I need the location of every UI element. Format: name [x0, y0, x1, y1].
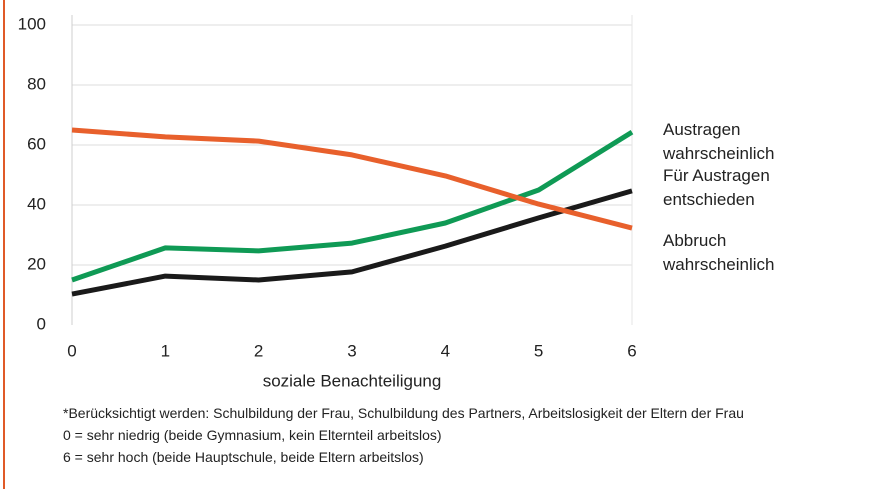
x-tick-label: 3: [347, 341, 356, 360]
y-tick-label: 80: [27, 74, 46, 93]
x-tick-label: 4: [441, 341, 450, 360]
footnote: 0 = sehr niedrig (beide Gymnasium, kein …: [63, 427, 442, 443]
x-tick-label: 2: [254, 341, 263, 360]
legend-label: Austragen wahrscheinlich: [663, 120, 775, 164]
y-tick-label: 40: [27, 194, 46, 213]
series-line: [71, 129, 634, 283]
x-axis-label: soziale Benachteiligung: [263, 371, 442, 390]
series-line: [71, 127, 633, 231]
x-tick-label: 5: [534, 341, 543, 360]
y-tick-label: 60: [27, 134, 46, 153]
footnote: *Berücksichtigt werden: Schulbildung der…: [63, 405, 744, 421]
legend-label: Für Austragen entschieden: [663, 165, 770, 209]
y-tick-label: 20: [27, 254, 46, 273]
legend-label: Abbruch wahrscheinlich: [663, 231, 775, 275]
x-tick-label: 6: [627, 341, 636, 360]
y-tick-label: 0: [37, 314, 46, 333]
x-tick-label: 0: [67, 341, 76, 360]
footnote: 6 = sehr hoch (beide Hauptschule, beide …: [63, 449, 424, 465]
y-tick-label: 100: [18, 14, 46, 33]
x-tick-label: 1: [161, 341, 170, 360]
series-line: [71, 188, 633, 297]
